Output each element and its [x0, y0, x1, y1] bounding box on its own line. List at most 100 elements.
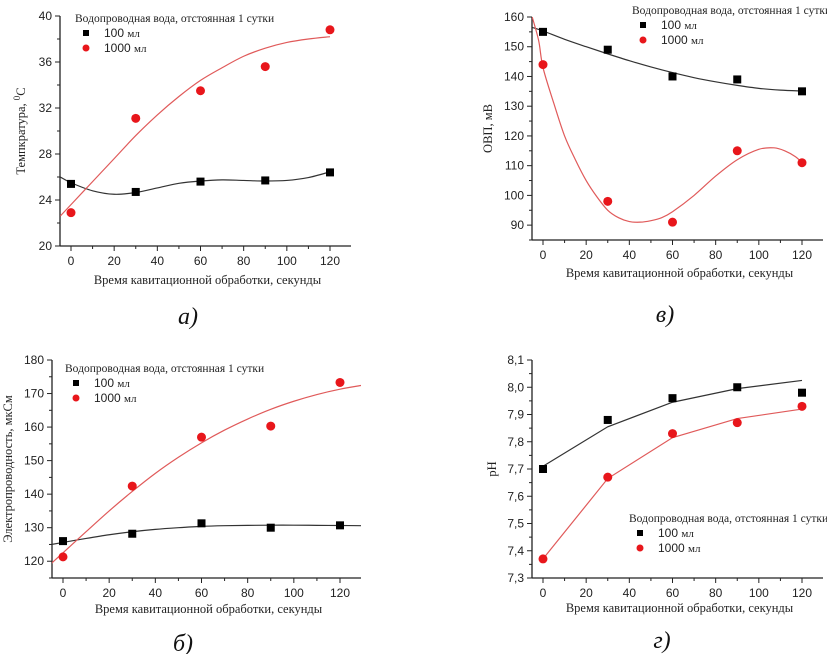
chart-a: 0 20 40 60 80 100 120 20 24 28 32 36 40 Время кавитац… — [12, 9, 351, 330]
y-tick-label: 7,5 — [507, 517, 524, 531]
x-tick-label: 100 — [749, 248, 769, 262]
legend-marker-square — [637, 530, 643, 536]
panel-label: б) — [173, 631, 193, 654]
legend: Водопроводная вода, отстоянная 1 сутки10… — [632, 5, 827, 47]
panel-label: а) — [178, 304, 198, 330]
fit-line-1000ml — [60, 36, 331, 217]
x-tick-label: 80 — [709, 248, 723, 262]
legend-marker-circle — [82, 44, 90, 52]
data-point-100ml — [266, 523, 275, 532]
y-tick-label: 7,8 — [507, 435, 524, 449]
legend-label-unit: мл — [681, 528, 694, 540]
x-tick-label: 100 — [284, 586, 304, 600]
data-point-1000ml — [538, 554, 548, 564]
legend-label-number: 100 — [94, 376, 117, 390]
y-tick-label: 7,9 — [507, 408, 524, 422]
panel-label: в) — [656, 302, 674, 328]
legend-label-unit: мл — [684, 20, 697, 32]
data-point-100ml — [197, 519, 206, 528]
x-tick-label: 100 — [749, 586, 769, 600]
x-axis-title: Время кавитационной обработки, секунды — [95, 602, 323, 616]
legend-label: 100 мл — [661, 18, 697, 32]
data-point-1000ml — [66, 208, 76, 218]
legend-marker-circle — [639, 36, 647, 44]
legend-label-number: 100 — [658, 526, 681, 540]
data-point-100ml — [67, 179, 75, 188]
data-point-100ml — [336, 521, 344, 530]
data-point-1000ml — [732, 146, 742, 156]
y-tick-label: 180 — [24, 353, 44, 367]
x-tick-label: 60 — [666, 586, 680, 600]
legend-label-unit: мл — [688, 543, 701, 555]
legend-label-number: 1000 — [661, 33, 691, 47]
data-point-100ml — [261, 176, 270, 185]
y-tick-label: 90 — [511, 218, 525, 232]
legend-title: Водопроводная вода, отстоянная 1 сутки — [75, 13, 274, 25]
x-tick-label: 100 — [277, 254, 297, 268]
legend-title: Водопроводная вода, отстоянная 1 сутки — [632, 5, 827, 17]
legend-marker-square — [73, 380, 79, 386]
y-tick-label: 140 — [504, 69, 524, 83]
y-tick-label: 20 — [39, 239, 53, 253]
y-tick-label: 24 — [39, 193, 53, 207]
y-tick-label: 130 — [24, 521, 44, 535]
x-tick-label: 0 — [60, 586, 67, 600]
x-tick-label: 60 — [195, 586, 209, 600]
data-point-1000ml — [538, 60, 548, 70]
data-point-100ml — [668, 394, 677, 403]
y-tick-label: 160 — [24, 420, 44, 434]
x-tick-label: 40 — [151, 254, 165, 268]
x-tick-label: 120 — [320, 254, 340, 268]
y-axis-title: pH — [485, 461, 499, 476]
data-point-1000ml — [197, 432, 206, 442]
chart-g: 0 20 40 60 80 100 120 7,3 7,4 7,5 7,6 7,7 7,8 7,9 8,0 8… — [485, 353, 827, 654]
legend-marker-circle — [72, 394, 80, 402]
y-tick-label: 120 — [24, 554, 44, 568]
legend-label-number: 100 — [661, 18, 684, 32]
y-tick-label: 100 — [504, 188, 524, 202]
y-tick-label: 7,7 — [507, 462, 524, 476]
y-axis-title-main: ОВП, мВ — [481, 104, 495, 153]
x-tick-label: 20 — [579, 586, 593, 600]
legend-marker-square — [83, 30, 89, 36]
legend-title: Водопроводная вода, отстоянная 1 сутки — [629, 513, 827, 525]
y-tick-label: 8,1 — [507, 353, 524, 367]
x-tick-label: 120 — [792, 248, 812, 262]
fit-line-100ml — [542, 379, 803, 467]
x-tick-label: 0 — [540, 586, 547, 600]
fit-line-1000ml — [532, 16, 803, 223]
legend-label-unit: мл — [124, 393, 137, 405]
data-point-1000ml — [58, 552, 68, 562]
legend-label-unit: мл — [134, 43, 147, 55]
y-tick-label: 32 — [39, 101, 53, 115]
y-tick-label: 8,0 — [507, 380, 524, 394]
y-tick-label: 28 — [39, 147, 53, 161]
y-tick-label: 7,3 — [507, 571, 524, 585]
data-point-1000ml — [335, 377, 345, 387]
data-point-1000ml — [266, 421, 276, 431]
y-axis-title-main: Темпкратура, — [14, 100, 28, 174]
legend-label: 1000 мл — [661, 33, 704, 47]
x-tick-label: 60 — [194, 254, 208, 268]
fit-line-100ml — [60, 171, 331, 195]
y-tick-label: 160 — [504, 10, 524, 24]
y-tick-label: 36 — [39, 55, 53, 69]
data-point-1000ml — [668, 217, 677, 227]
legend-label: 100 мл — [94, 376, 130, 390]
data-point-100ml — [326, 168, 334, 177]
legend: Водопроводная вода, отстоянная 1 сутки10… — [629, 513, 827, 555]
legend-title: Водопроводная вода, отстоянная 1 сутки — [65, 363, 264, 375]
data-point-100ml — [798, 87, 806, 96]
x-tick-label: 40 — [623, 586, 637, 600]
legend-marker-square — [640, 22, 646, 28]
data-point-1000ml — [603, 472, 613, 482]
x-tick-label: 120 — [330, 586, 350, 600]
y-axis-title-unit: С — [14, 87, 28, 95]
legend-label: 1000 мл — [658, 541, 701, 555]
legend-label-unit: мл — [127, 28, 140, 40]
data-point-1000ml — [260, 62, 270, 72]
x-tick-label: 60 — [666, 248, 680, 262]
legend-label: 1000 мл — [94, 391, 137, 405]
y-axis-title: Темпкратура, 0С — [12, 87, 28, 174]
data-point-1000ml — [603, 196, 613, 206]
